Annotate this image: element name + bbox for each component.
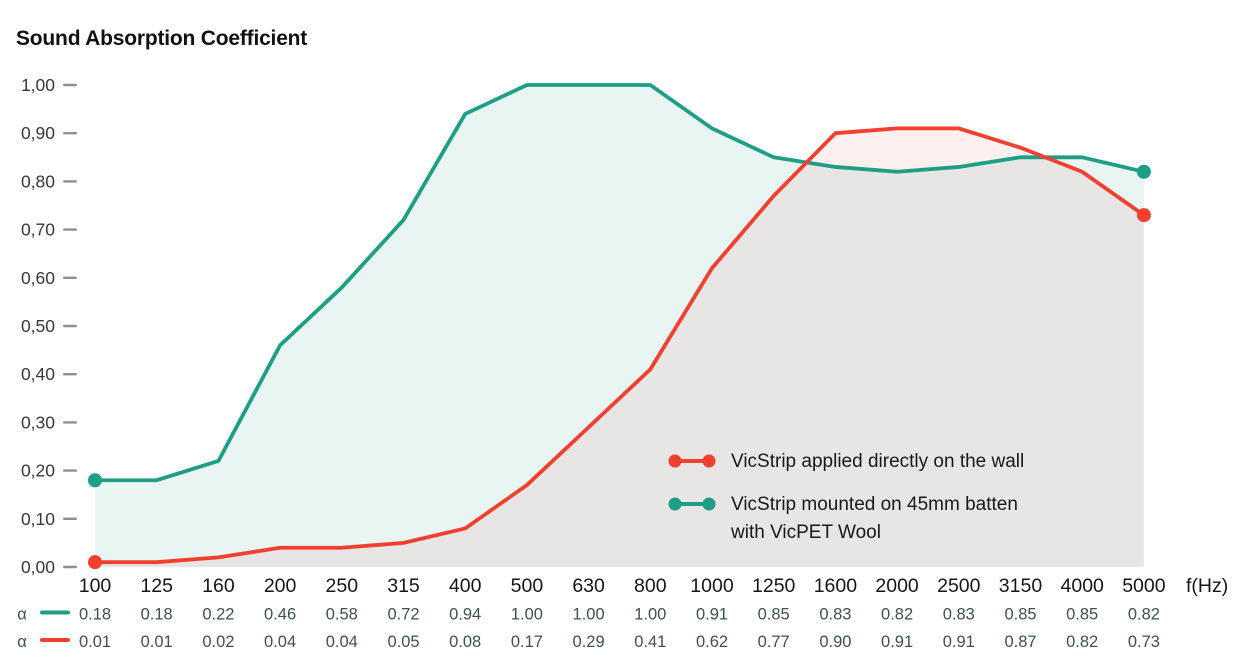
table-value: 0.72 (387, 606, 419, 624)
table-value: 0.91 (943, 633, 975, 651)
x-axis-label: 1250 (752, 575, 796, 597)
y-axis-label: 0,80 (21, 171, 55, 191)
y-axis-label: 0,10 (21, 509, 55, 529)
y-axis-tick (63, 324, 77, 328)
table-value: 0.85 (1004, 606, 1036, 624)
table-value: 0.18 (141, 606, 173, 624)
y-axis-label: 0,20 (21, 461, 55, 481)
table-value: 0.22 (202, 606, 234, 624)
table-value: 0.90 (819, 633, 851, 651)
x-axis-label: 3150 (999, 575, 1043, 597)
table-value: 0.94 (449, 606, 481, 624)
x-axis-label: 2000 (875, 575, 919, 597)
x-axis-label: 250 (326, 575, 359, 597)
table-value: 0.04 (264, 633, 296, 651)
table-value: 0.18 (79, 606, 111, 624)
table-value: 0.85 (758, 606, 790, 624)
x-axis-label: 125 (140, 575, 173, 597)
y-axis-tick (63, 276, 77, 279)
x-axis-label: 1000 (690, 575, 734, 597)
table-value: 0.01 (141, 633, 173, 651)
chart-title: Sound Absorption Coefficient (16, 27, 308, 50)
row-series-marker-icon (40, 610, 70, 615)
y-axis-label: 0,40 (21, 364, 55, 384)
x-axis-label: 400 (449, 575, 482, 597)
legend-marker-icon (668, 454, 716, 468)
x-axis-label: 2500 (937, 575, 981, 597)
table-value: 0.62 (696, 633, 728, 651)
table-value: 0.08 (449, 633, 481, 651)
table-value: 0.85 (1066, 606, 1098, 624)
x-axis-label: 4000 (1061, 575, 1105, 597)
table-value: 0.82 (1066, 633, 1098, 651)
series-line (93, 126, 1146, 565)
x-axis-label: 100 (79, 575, 112, 597)
legend-label: VicStrip applied directly on the wall (731, 451, 1025, 472)
series-area (95, 128, 1144, 567)
x-axis-label: 200 (264, 575, 297, 597)
y-axis-label: 0,00 (21, 557, 55, 577)
table-value: 0.77 (758, 633, 790, 651)
y-axis-label: 0,60 (21, 268, 55, 288)
row-symbol: α (17, 606, 27, 624)
table-value: 0.46 (264, 606, 296, 624)
table-value: 0.87 (1004, 633, 1036, 651)
y-axis-tick (63, 421, 77, 424)
y-axis-tick (63, 228, 77, 231)
y-axis-tick (63, 565, 77, 569)
row-symbol: α (17, 633, 27, 651)
legend-entry: VicStrip applied directly on the wall (668, 448, 1024, 477)
table-value: 1.00 (573, 606, 605, 624)
table-value: 0.82 (881, 606, 913, 624)
table-value: 1.00 (634, 606, 666, 624)
table-value: 0.82 (1128, 606, 1160, 624)
row-series-marker-icon (40, 638, 70, 642)
x-axis-label: 5000 (1122, 575, 1166, 597)
table-value: 0.29 (573, 633, 605, 651)
series-line (93, 83, 1146, 483)
series-area (95, 85, 1144, 567)
table-value: 0.73 (1128, 633, 1160, 651)
table-value: 0.17 (511, 633, 543, 651)
y-axis-label: 1,00 (21, 75, 55, 95)
table-value: 0.58 (326, 606, 358, 624)
y-axis-label: 0,30 (21, 412, 55, 432)
x-axis-label: 800 (634, 575, 667, 597)
table-value: 0.01 (79, 633, 111, 651)
table-value: 0.91 (696, 606, 728, 624)
data-point-dot (88, 555, 102, 570)
table-value: 0.83 (819, 606, 851, 624)
x-axis-label: 160 (202, 575, 235, 597)
x-axis-title: f(Hz) (1186, 575, 1228, 597)
data-point-dot (1136, 208, 1151, 223)
y-axis-tick (63, 180, 77, 183)
table-value: 0.04 (326, 633, 358, 651)
x-axis-label: 1600 (814, 575, 858, 597)
data-point-dot (88, 473, 102, 488)
table-value: 0.02 (202, 633, 234, 651)
data-point-dot (1136, 164, 1151, 179)
legend: VicStrip applied directly on the wall Vic… (668, 448, 1024, 548)
table-value: 0.05 (387, 633, 419, 651)
y-axis-label: 0,90 (21, 123, 55, 143)
legend-entry: VicStrip mounted on 45mm batten with VicP… (668, 491, 1024, 548)
y-axis-label: 0,50 (21, 316, 55, 336)
y-axis-tick (63, 469, 77, 472)
table-value: 0.83 (943, 606, 975, 624)
x-axis-label: 500 (511, 575, 544, 597)
table-value: 1.00 (511, 606, 543, 624)
y-axis-tick (63, 373, 77, 376)
y-axis-label: 0,70 (21, 220, 55, 240)
legend-label: VicStrip mounted on 45mm batten with VicP… (731, 493, 1018, 544)
table-value: 0.91 (881, 633, 913, 651)
x-axis-label: 630 (572, 575, 605, 597)
y-axis-tick (63, 83, 77, 87)
y-axis-tick (63, 132, 77, 135)
table-value: 0.41 (634, 633, 666, 651)
legend-marker-icon (668, 497, 716, 510)
y-axis-tick (63, 517, 77, 520)
x-axis-label: 315 (387, 575, 420, 597)
